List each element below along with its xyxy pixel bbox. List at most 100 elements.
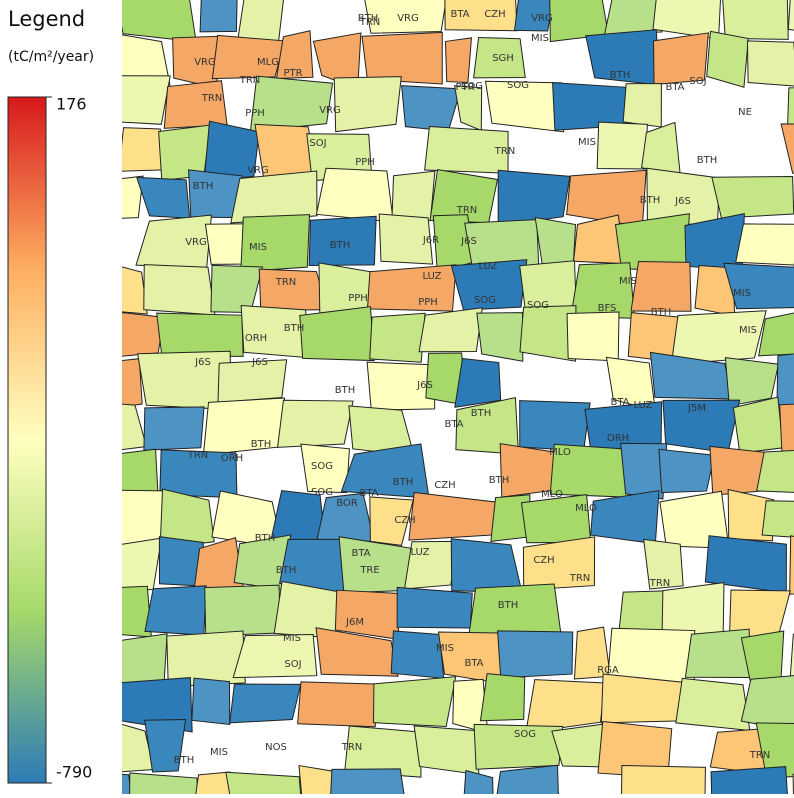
parcel-layer [92,0,794,794]
parcel [521,495,590,543]
parcel-label: ORH [245,333,267,344]
parcel [230,684,301,723]
parcel [334,77,401,132]
parcel-label: MLO [549,447,571,458]
parcel-label: BTH [471,408,492,419]
parcel [662,583,724,637]
parcel-label: TRN [569,573,591,584]
parcel-label: BTH [284,323,305,334]
parcel [526,680,605,733]
colorbar [8,97,46,783]
parcel [119,128,164,172]
parcel-label: ORH [607,433,629,444]
parcel [790,632,794,681]
parcel-label: J5M [687,403,706,414]
parcel [455,359,501,408]
parcel [659,449,714,492]
parcel [480,674,524,721]
parcel-label: NE [738,107,752,118]
parcel-label: PPH [348,293,368,304]
parcel [341,444,429,498]
parcel [567,312,619,361]
parcel [192,678,230,724]
parcel-label: NOS [265,742,287,753]
parcel-label: TRN [649,578,671,589]
parcel-label: J6R [422,235,439,246]
parcel [397,587,472,628]
parcel-label: VRG [531,13,553,24]
parcel [623,84,661,127]
parcel [203,398,284,455]
parcel [278,400,353,447]
parcel [374,677,456,727]
colorbar-tick-label: 176 [56,95,87,114]
parcel-label: SGH [492,53,514,64]
parcel [145,586,206,635]
parcel [200,0,237,32]
parcel [685,629,749,677]
parcel [391,631,444,678]
parcel [237,0,284,43]
parcel-label: MIS [283,633,301,644]
parcel-label: BTH [640,195,661,206]
parcel [419,308,482,352]
parcel [781,124,794,179]
parcel-label: MLO [541,489,563,500]
parcel-label: BOR [336,498,358,509]
parcel [477,313,523,362]
parcel [233,634,317,677]
parcel [498,170,570,226]
parcel-label: LUZ [633,400,652,411]
parcel-label: TRN [494,146,516,157]
parcel [597,122,647,169]
parcel-label: J6S [416,380,433,391]
parcel-label: LUZ [478,261,497,272]
parcel-label: SOJ [689,76,706,87]
parcel-label: BTA [351,548,370,559]
parcel [707,31,749,87]
parcel-label: BTH [498,600,519,611]
parcel [762,501,794,542]
parcel-label: BTH [610,70,631,81]
parcel-label: PTR [455,82,474,93]
parcel [788,0,794,33]
parcel-label: MLO [575,503,597,514]
parcel [671,311,766,365]
parcel [621,766,705,794]
parcel [144,265,215,315]
parcel [591,491,659,544]
parcel-label: CZH [484,9,505,20]
parcel [414,726,479,775]
parcel [137,177,190,218]
parcel-label: MIS [531,33,549,44]
parcel [130,773,199,794]
parcel-label: VRG [247,165,269,176]
parcel [335,590,399,639]
colorbar-tick-label: -790 [56,763,92,782]
parcel-label: TRN [749,750,771,761]
parcel [736,224,794,265]
parcel-label: SOJ [309,138,326,149]
parcel-label: MIS [249,242,267,253]
parcel [747,41,794,86]
parcel [226,772,303,794]
parcel-label: BTH [697,155,718,166]
parcel [724,263,794,308]
parcel [300,307,374,361]
parcel [790,536,794,594]
parcel [144,407,204,450]
parcel-label: TRE [359,565,379,576]
parcel-label: SOG [514,729,536,740]
parcel [370,313,425,362]
parcel [259,269,327,310]
parcel [733,397,783,453]
parcel-label: TRN [239,75,261,86]
parcel-label: J6S [194,357,211,368]
parcel [211,265,263,312]
parcel [164,81,227,129]
parcel [788,85,794,127]
parcel-label: BTH [335,385,356,396]
parcel-label: ORH [221,453,243,464]
